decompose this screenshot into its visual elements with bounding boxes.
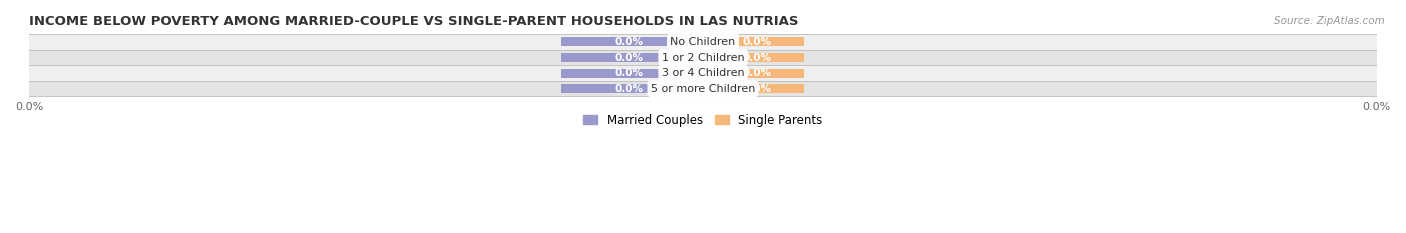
Text: 0.0%: 0.0% [742,84,772,94]
Bar [561,37,696,46]
Text: 5 or more Children: 5 or more Children [651,84,755,94]
Bar [710,53,804,62]
Bar [710,37,804,46]
Text: No Children: No Children [671,37,735,47]
Bar [30,34,1376,50]
Text: Source: ZipAtlas.com: Source: ZipAtlas.com [1274,16,1385,26]
Text: INCOME BELOW POVERTY AMONG MARRIED-COUPLE VS SINGLE-PARENT HOUSEHOLDS IN LAS NUT: INCOME BELOW POVERTY AMONG MARRIED-COUPL… [30,15,799,28]
Text: 0.0%: 0.0% [614,37,644,47]
Bar [561,69,696,78]
Text: 0.0%: 0.0% [742,37,772,47]
Bar [710,84,804,93]
Bar [710,69,804,78]
Bar [561,53,696,62]
Text: 3 or 4 Children: 3 or 4 Children [662,68,744,78]
Text: 0.0%: 0.0% [742,68,772,78]
Text: 0.0%: 0.0% [614,84,644,94]
Legend: Married Couples, Single Parents: Married Couples, Single Parents [583,113,823,127]
Text: 0.0%: 0.0% [614,52,644,62]
Bar [30,81,1376,96]
Bar [30,65,1376,81]
Text: 0.0%: 0.0% [742,52,772,62]
Bar [561,84,696,93]
Bar [30,50,1376,65]
Text: 0.0%: 0.0% [614,68,644,78]
Text: 1 or 2 Children: 1 or 2 Children [662,52,744,62]
